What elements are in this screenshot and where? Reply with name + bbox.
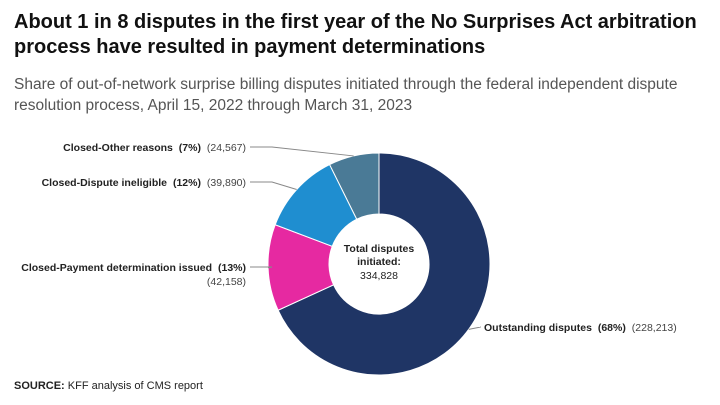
source-text: KFF analysis of CMS report — [67, 380, 203, 392]
label-other-name: Closed-Other reasons — [63, 142, 173, 154]
label-other-percent: (7%) — [179, 142, 201, 154]
slice-other-reasons — [328, 152, 380, 220]
label-outstanding-count: (228,213) — [632, 322, 677, 334]
source-note: SOURCE: KFF analysis of CMS report — [14, 380, 203, 392]
center-label-line2: initiated: — [357, 256, 401, 268]
center-total-value: 334,828 — [360, 270, 398, 282]
chart-subtitle: Share of out-of-network surprise billing… — [14, 76, 678, 114]
leader-payment — [250, 266, 273, 269]
label-ineligible: Closed-Dispute ineligible (12%) (39,890) — [42, 177, 246, 189]
label-other: Closed-Other reasons (7%) (24,567) — [63, 142, 246, 154]
label-payment-name: Closed-Payment determination issued — [21, 262, 212, 274]
label-ineligible-count: (39,890) — [207, 177, 246, 189]
label-outstanding-name: Outstanding disputes — [484, 322, 592, 334]
label-payment-count: (42,158) — [207, 276, 246, 288]
label-ineligible-name: Closed-Dispute ineligible — [42, 177, 168, 189]
leader-lines — [250, 146, 481, 330]
label-payment: Closed-Payment determination issued (13%… — [21, 262, 246, 274]
leader-outstanding — [468, 326, 481, 330]
leader-ineligible — [250, 181, 297, 191]
label-payment-percent: (13%) — [218, 262, 246, 274]
label-other-count: (24,567) — [207, 142, 246, 154]
center-label-line1: Total disputes — [344, 243, 415, 255]
label-payment-count-line: (42,158) — [207, 276, 246, 288]
source-label: SOURCE: — [14, 380, 65, 392]
label-ineligible-percent: (12%) — [173, 177, 201, 189]
label-outstanding-percent: (68%) — [598, 322, 626, 334]
slice-outstanding — [277, 152, 491, 376]
leader-other — [250, 146, 354, 157]
chart-title: About 1 in 8 disputes in the first year … — [14, 11, 697, 58]
label-outstanding: Outstanding disputes (68%) (228,213) — [484, 322, 677, 334]
donut-slices — [267, 152, 491, 376]
